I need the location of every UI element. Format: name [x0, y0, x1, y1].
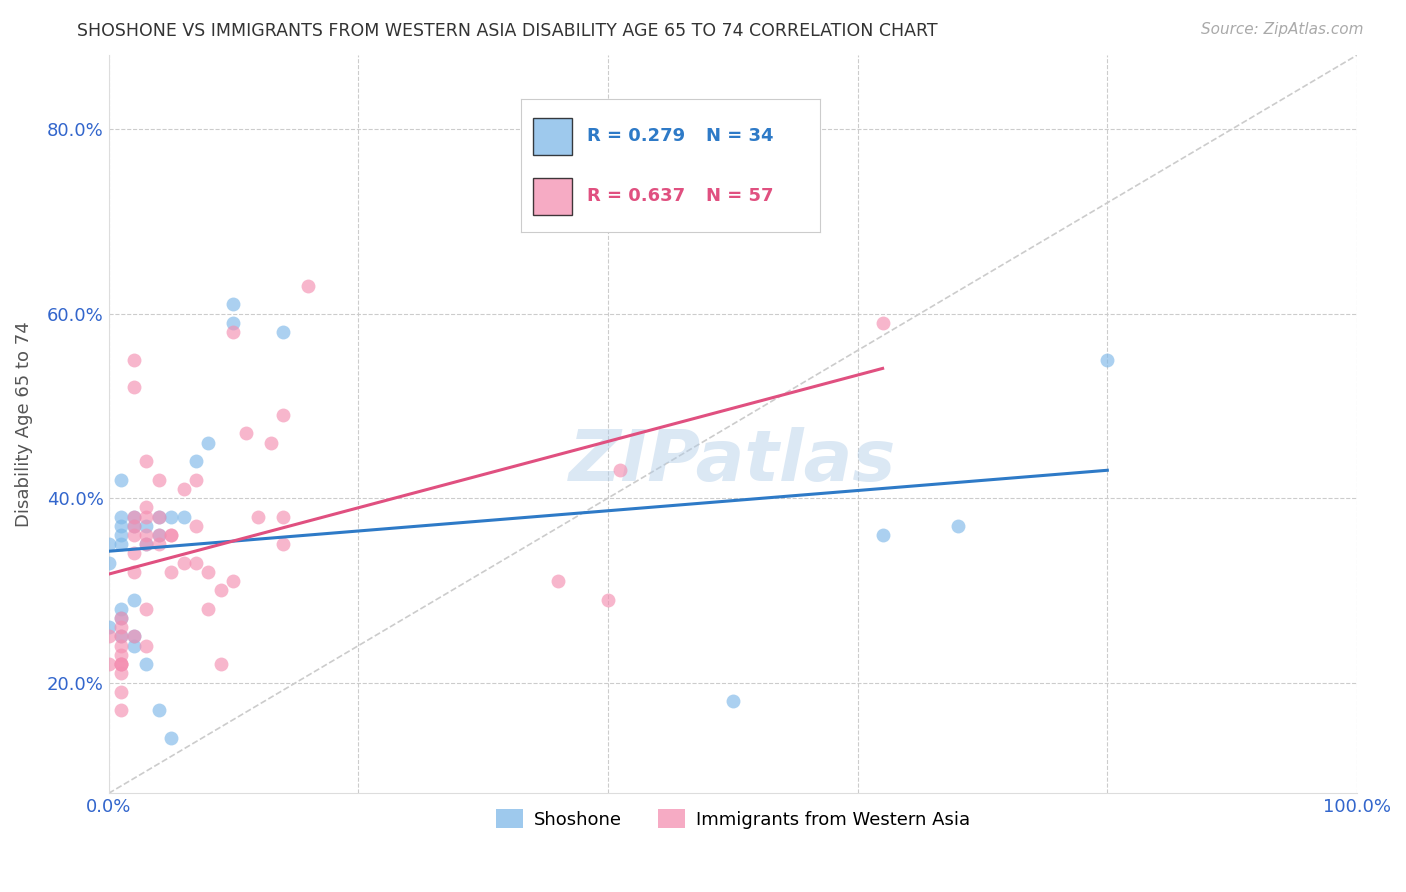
- Point: [97, 657, 120, 672]
- Point: [260, 435, 283, 450]
- Point: [110, 657, 132, 672]
- Point: [110, 657, 132, 672]
- Point: [148, 509, 170, 524]
- Point: [872, 528, 894, 542]
- Point: [110, 602, 132, 616]
- Point: [184, 556, 207, 570]
- Point: [184, 454, 207, 468]
- Point: [160, 509, 183, 524]
- Point: [135, 537, 157, 551]
- Point: [148, 509, 170, 524]
- Point: [273, 408, 295, 422]
- Point: [273, 537, 295, 551]
- Point: [110, 620, 132, 634]
- Point: [110, 518, 132, 533]
- Point: [97, 630, 120, 644]
- Text: SHOSHONE VS IMMIGRANTS FROM WESTERN ASIA DISABILITY AGE 65 TO 74 CORRELATION CHA: SHOSHONE VS IMMIGRANTS FROM WESTERN ASIA…: [77, 22, 938, 40]
- Point: [148, 528, 170, 542]
- Point: [209, 583, 232, 598]
- Point: [160, 731, 183, 745]
- Point: [197, 565, 219, 579]
- Point: [110, 666, 132, 681]
- Point: [122, 546, 145, 560]
- Point: [209, 657, 232, 672]
- Point: [122, 509, 145, 524]
- Point: [110, 611, 132, 625]
- Point: [97, 537, 120, 551]
- Point: [547, 574, 569, 588]
- Point: [122, 639, 145, 653]
- Point: [197, 435, 219, 450]
- Point: [97, 620, 120, 634]
- Point: [872, 316, 894, 330]
- Point: [122, 509, 145, 524]
- Point: [97, 556, 120, 570]
- Point: [946, 518, 969, 533]
- Point: [110, 509, 132, 524]
- Point: [596, 592, 619, 607]
- Point: [110, 639, 132, 653]
- Point: [148, 537, 170, 551]
- Point: [148, 473, 170, 487]
- Point: [247, 509, 270, 524]
- Point: [184, 518, 207, 533]
- Point: [235, 426, 257, 441]
- Point: [273, 509, 295, 524]
- Point: [222, 316, 245, 330]
- Text: Source: ZipAtlas.com: Source: ZipAtlas.com: [1201, 22, 1364, 37]
- Point: [160, 528, 183, 542]
- Point: [110, 611, 132, 625]
- Point: [135, 454, 157, 468]
- Point: [122, 380, 145, 394]
- Point: [135, 639, 157, 653]
- Point: [197, 602, 219, 616]
- Point: [222, 325, 245, 339]
- Point: [122, 528, 145, 542]
- Point: [122, 352, 145, 367]
- Point: [148, 703, 170, 717]
- Point: [721, 694, 744, 708]
- Point: [110, 537, 132, 551]
- Point: [297, 278, 319, 293]
- Point: [122, 592, 145, 607]
- Point: [135, 657, 157, 672]
- Point: [135, 509, 157, 524]
- Text: ZIPatlas: ZIPatlas: [569, 426, 897, 496]
- Point: [173, 556, 195, 570]
- Point: [110, 630, 132, 644]
- Point: [110, 657, 132, 672]
- Point: [110, 703, 132, 717]
- Point: [184, 473, 207, 487]
- Point: [609, 463, 631, 477]
- Point: [135, 518, 157, 533]
- Point: [135, 500, 157, 515]
- Point: [135, 537, 157, 551]
- Point: [135, 602, 157, 616]
- Point: [160, 565, 183, 579]
- Point: [173, 482, 195, 496]
- Point: [110, 528, 132, 542]
- Point: [110, 630, 132, 644]
- Point: [135, 528, 157, 542]
- Point: [273, 325, 295, 339]
- Point: [148, 528, 170, 542]
- Point: [222, 574, 245, 588]
- Point: [160, 528, 183, 542]
- Point: [222, 297, 245, 311]
- Point: [122, 630, 145, 644]
- Point: [122, 518, 145, 533]
- Point: [122, 518, 145, 533]
- Legend: Shoshone, Immigrants from Western Asia: Shoshone, Immigrants from Western Asia: [488, 802, 977, 836]
- Y-axis label: Disability Age 65 to 74: Disability Age 65 to 74: [15, 321, 32, 527]
- Point: [110, 473, 132, 487]
- Point: [122, 565, 145, 579]
- Point: [173, 509, 195, 524]
- Point: [110, 685, 132, 699]
- Point: [1097, 352, 1119, 367]
- Point: [122, 630, 145, 644]
- Point: [110, 648, 132, 662]
